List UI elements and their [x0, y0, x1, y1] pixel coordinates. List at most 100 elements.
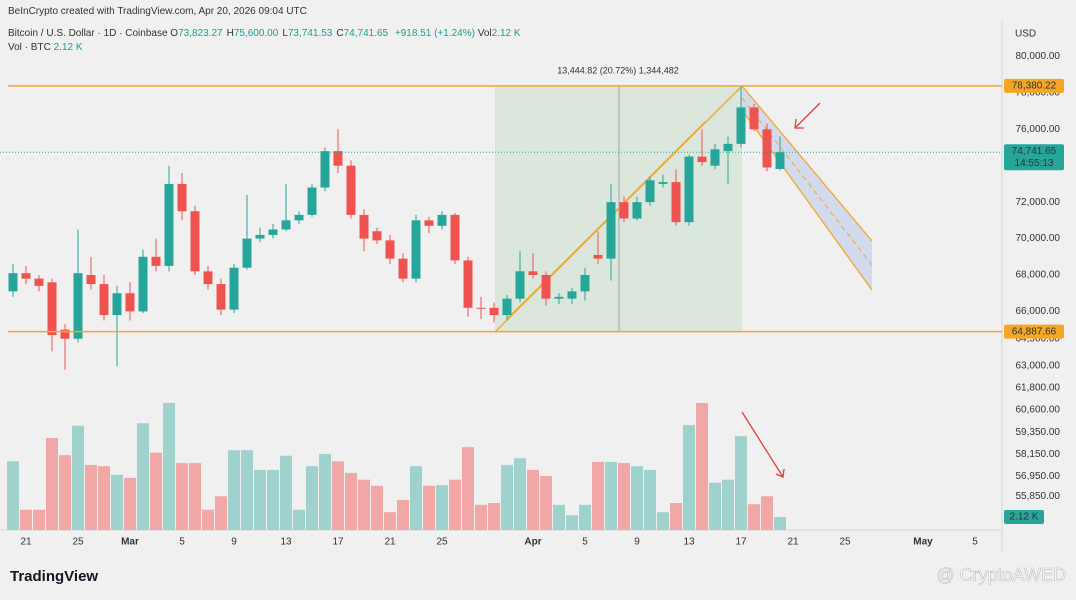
candle-body	[151, 256, 161, 266]
candle-body	[21, 273, 31, 279]
volume-bar	[748, 504, 760, 530]
y-tick-label: 78,000.00	[1016, 87, 1061, 98]
candle-body	[736, 107, 746, 144]
volume-bar	[280, 455, 292, 530]
y-tick-label: 64,500.00	[1016, 333, 1061, 344]
volume-bar	[306, 466, 318, 530]
volume-bar	[215, 496, 227, 530]
volume-bar	[189, 463, 201, 530]
candle-body	[216, 284, 226, 310]
x-tick-label: 21	[20, 537, 32, 548]
volume-bar	[696, 402, 708, 530]
volume-bar	[631, 466, 643, 530]
volume-bar	[683, 425, 695, 530]
volume-bar	[722, 479, 734, 530]
volume-bar	[267, 469, 279, 530]
candle-body	[424, 220, 434, 226]
candle-body	[73, 273, 83, 339]
volume-bar	[137, 423, 149, 530]
channel-line	[741, 85, 873, 242]
volume-bar	[33, 509, 45, 530]
x-tick-label: 25	[72, 537, 84, 548]
volume-bar	[98, 466, 110, 530]
change: +918.51 (+1.24%)	[394, 28, 475, 39]
volume-bar	[605, 461, 617, 530]
x-tick-label: 9	[634, 537, 640, 548]
candle-body	[190, 211, 200, 272]
ohlc-key: L	[282, 28, 288, 39]
symbol-row: Bitcoin / U.S. Dollar · 1D · Coinbase O7…	[8, 28, 521, 39]
arrow	[741, 411, 785, 478]
candle-body	[112, 293, 122, 316]
volume-bar	[566, 515, 578, 530]
volume-bar	[540, 476, 552, 530]
y-tick-label: 59,350.00	[1016, 427, 1061, 438]
y-tick-label: 58,150.00	[1016, 449, 1061, 460]
volume-bar	[124, 477, 136, 530]
volume-bar	[709, 482, 721, 530]
volume-bar	[462, 447, 474, 530]
candle-body	[125, 293, 135, 312]
candle-body	[697, 156, 707, 163]
currency: USD	[1015, 29, 1036, 40]
channel-line	[741, 109, 873, 291]
volume-bar	[449, 479, 461, 530]
volume-bar	[436, 485, 448, 530]
candle-body	[86, 274, 96, 285]
volume-bar	[592, 461, 604, 530]
y-tick-label: 61,800.00	[1016, 383, 1061, 394]
candle-body	[541, 274, 551, 299]
candle-body	[34, 278, 44, 286]
volume-bar	[670, 503, 682, 530]
candle-body	[242, 238, 252, 268]
candle-body	[99, 284, 109, 316]
x-tick-label: 5	[179, 537, 185, 548]
y-tick-label: 60,600.00	[1016, 404, 1061, 415]
candle-body	[749, 107, 759, 130]
ohlc-key: H	[226, 28, 234, 39]
candle-body	[320, 151, 330, 188]
y-tick-label: 80,000.00	[1016, 51, 1061, 62]
candle-body	[762, 129, 772, 168]
volume-bar	[761, 496, 773, 530]
volume-bar	[20, 509, 32, 530]
logo: TradingView	[10, 568, 98, 585]
last-price-tag	[1004, 144, 1064, 171]
x-tick-label: 13	[280, 537, 292, 548]
level-label: 78,380.22	[1012, 81, 1057, 92]
candle-body	[281, 220, 291, 230]
candle-body	[411, 220, 421, 279]
x-tick-label: 17	[332, 537, 344, 548]
ohlc-key: O	[170, 28, 179, 39]
candle-body	[684, 156, 694, 223]
volume-bar	[657, 512, 669, 530]
volume-bar	[150, 452, 162, 530]
candle-body	[567, 291, 577, 299]
ohlc: O73,823.27 H75,600.00 L73,741.53 C74,741.65	[170, 28, 392, 39]
candle-body	[47, 282, 57, 336]
ohlc-value: 73,741.53	[287, 28, 333, 39]
x-tick-label: 13	[683, 537, 695, 548]
channel-fill	[742, 86, 872, 290]
candle-body	[437, 214, 447, 226]
x-tick-label: May	[913, 537, 933, 548]
volume-bar	[163, 402, 175, 530]
volume-bar	[514, 458, 526, 530]
volume-bar	[501, 464, 513, 530]
volume-bar	[397, 499, 409, 530]
candle-body	[255, 234, 265, 239]
candle-body	[619, 202, 629, 219]
candle-body	[606, 202, 616, 259]
candle-body	[138, 256, 148, 312]
volume-bar	[371, 485, 383, 530]
x-tick-label: 21	[787, 537, 799, 548]
candle-body	[489, 307, 499, 316]
volume-bar	[85, 464, 97, 530]
volume-bar	[527, 469, 539, 530]
x-tick-label: Mar	[121, 537, 139, 548]
candle-body	[164, 183, 174, 266]
volume-bar	[332, 461, 344, 530]
y-tick-label: 70,000.00	[1016, 233, 1061, 244]
